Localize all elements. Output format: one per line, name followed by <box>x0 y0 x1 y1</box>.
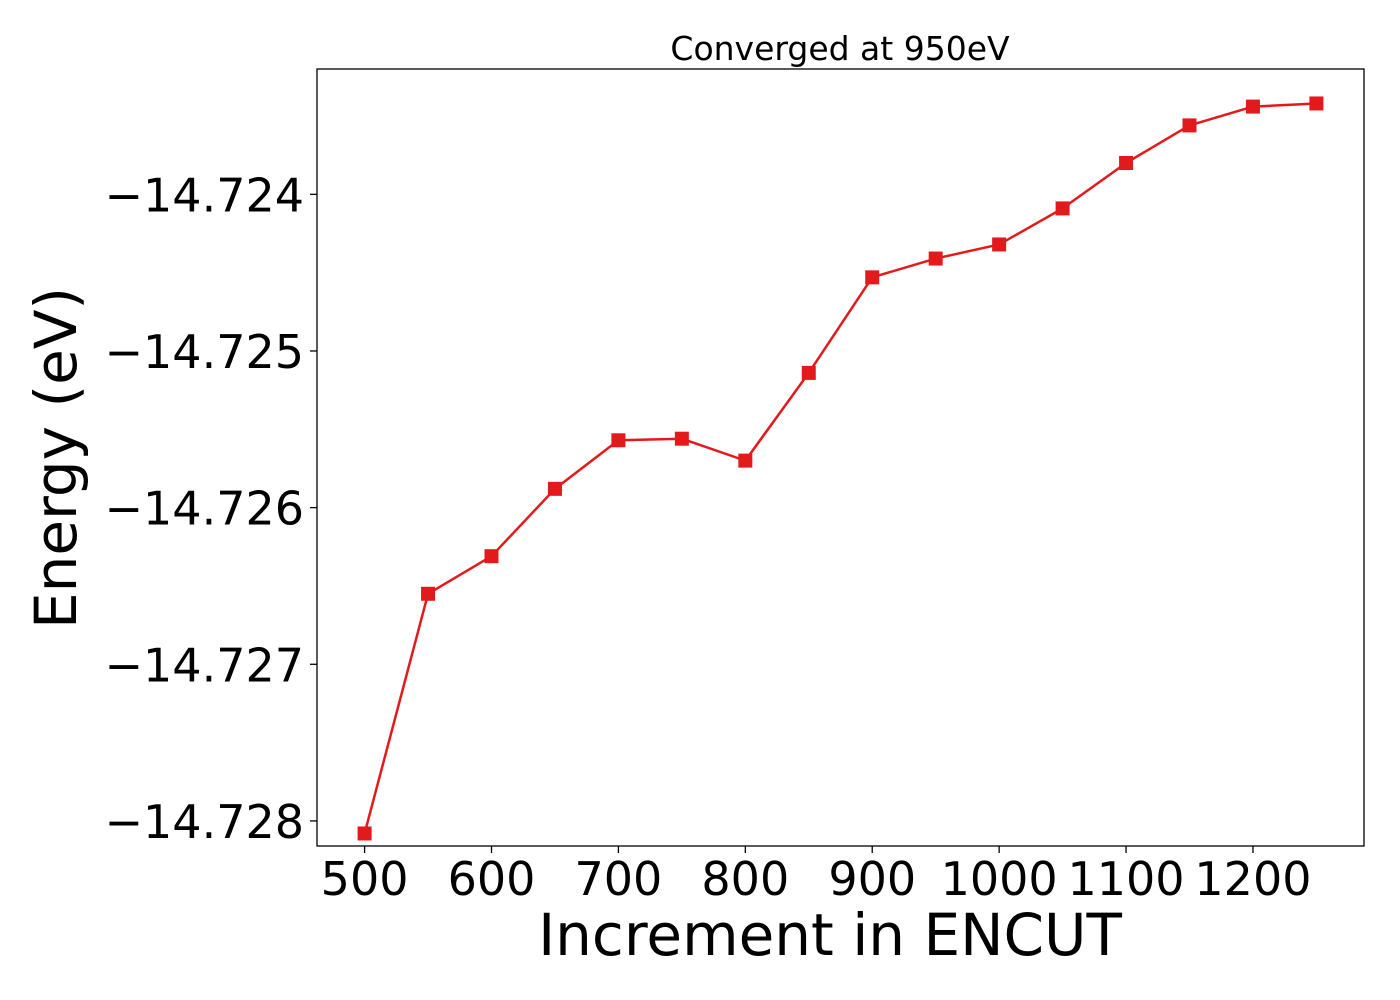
data-point-marker <box>801 365 816 380</box>
chart-title: Converged at 950eV <box>670 29 1010 68</box>
y-tick-label: −14.726 <box>105 482 305 536</box>
data-series <box>357 96 1324 841</box>
series-line <box>363 102 1317 834</box>
data-point-marker <box>547 481 562 496</box>
y-axis-ticks: −14.728 −14.727 −14.726 −14.725 −14.724 <box>105 168 317 849</box>
data-point-marker <box>738 453 753 468</box>
x-tick-label: 1200 <box>1194 852 1311 906</box>
x-tick-label: 900 <box>828 852 916 906</box>
y-tick-label: −14.727 <box>105 638 305 692</box>
x-axis-ticks: 500 600 700 800 900 1000 1100 1200 <box>321 846 1311 906</box>
data-point-marker <box>484 549 499 564</box>
data-point-marker <box>865 270 880 285</box>
data-point-marker <box>928 251 943 266</box>
data-point-marker <box>421 586 436 601</box>
data-point-marker <box>1245 99 1260 114</box>
y-tick-label: −14.728 <box>105 795 305 849</box>
x-tick-label: 500 <box>321 852 409 906</box>
x-tick-label: 600 <box>448 852 536 906</box>
plot-area-frame <box>316 68 1365 847</box>
x-tick-label: 1000 <box>941 852 1058 906</box>
data-point-marker <box>1309 96 1324 111</box>
data-point-marker <box>357 826 372 841</box>
y-axis-label: Energy (eV) <box>22 287 90 629</box>
y-tick-label: −14.724 <box>105 168 305 222</box>
data-point-marker <box>1055 201 1070 216</box>
x-tick-label: 1100 <box>1068 852 1185 906</box>
data-point-marker <box>1119 155 1134 170</box>
data-point-marker <box>611 433 626 448</box>
x-tick-label: 700 <box>575 852 663 906</box>
data-point-marker <box>992 237 1007 252</box>
data-point-marker <box>674 431 689 446</box>
x-tick-label: 800 <box>701 852 789 906</box>
data-point-marker <box>1182 118 1197 133</box>
y-tick-label: −14.725 <box>105 325 305 379</box>
x-axis-label: Increment in ENCUT <box>538 901 1122 969</box>
